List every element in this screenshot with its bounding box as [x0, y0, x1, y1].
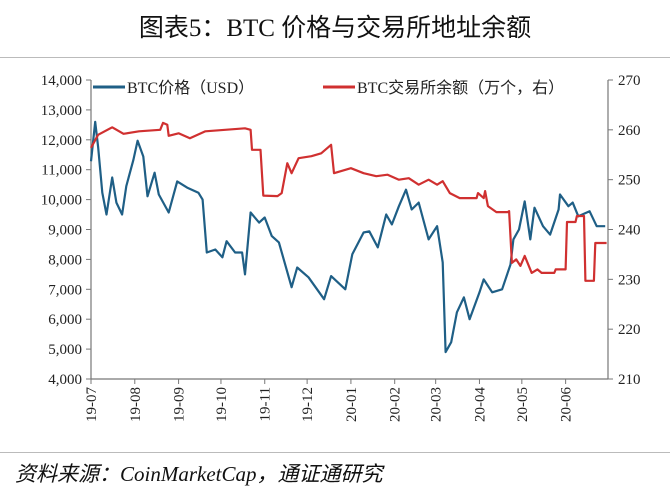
left-axis-tick-label: 11,000 [41, 163, 82, 179]
x-axis-tick-label: 20-02 [388, 387, 404, 422]
right-axis-tick-label: 230 [618, 272, 641, 288]
x-axis-tick-label: 20-05 [515, 387, 531, 422]
left-axis-tick-label: 5,000 [48, 342, 82, 358]
left-axis-tick-label: 12,000 [41, 133, 82, 149]
right-axis-tick-label: 270 [618, 73, 641, 89]
legend-label-reserve: BTC交易所余额（万个，右） [357, 78, 564, 97]
source-note: 资料来源：CoinMarketCap，通证通研究 [15, 462, 383, 486]
x-axis-tick-label: 19-08 [128, 387, 144, 422]
right-axis-tick-label: 210 [618, 372, 641, 388]
bottom-divider [0, 452, 670, 453]
legend-label-price: BTC价格（USD） [127, 79, 254, 97]
right-axis-tick-label: 220 [618, 322, 641, 338]
x-axis-tick-label: 20-03 [429, 387, 445, 422]
chart-title: 图表5：BTC 价格与交易所地址余额 [138, 15, 532, 42]
legend: BTC价格（USD） BTC交易所余额（万个，右） [93, 78, 564, 97]
left-axis-tick-label: 8,000 [48, 252, 82, 268]
left-axis-tick-label: 10,000 [41, 193, 82, 209]
right-axis-tick-label: 260 [618, 123, 641, 139]
x-axis-tick-label: 19-09 [172, 387, 188, 422]
btc-price-line [89, 120, 606, 354]
left-axis-tick-label: 4,000 [48, 372, 82, 388]
right-axis-tick-label: 250 [618, 173, 641, 189]
right-axis-tick-label: 240 [618, 223, 641, 239]
x-axis-tick-label: 19-10 [214, 387, 230, 422]
x-axis-tick-label: 20-04 [472, 387, 488, 422]
left-axis-tick-label: 14,000 [41, 73, 82, 89]
x-axis-tick-label: 19-11 [258, 387, 274, 421]
x-axis-tick-label: 19-12 [300, 387, 316, 422]
left-axis-tick-label: 6,000 [48, 312, 82, 328]
x-axis-tick-label: 20-01 [344, 387, 360, 422]
top-divider [0, 57, 670, 58]
left-axis-tick-label: 9,000 [48, 223, 82, 239]
x-axis-tick-label: 20-06 [559, 387, 575, 422]
exchange-reserve-line [90, 121, 607, 282]
left-axis-tick-label: 13,000 [41, 103, 82, 119]
left-axis-tick-label: 7,000 [48, 282, 82, 298]
x-axis-tick-label: 19-07 [84, 387, 100, 422]
